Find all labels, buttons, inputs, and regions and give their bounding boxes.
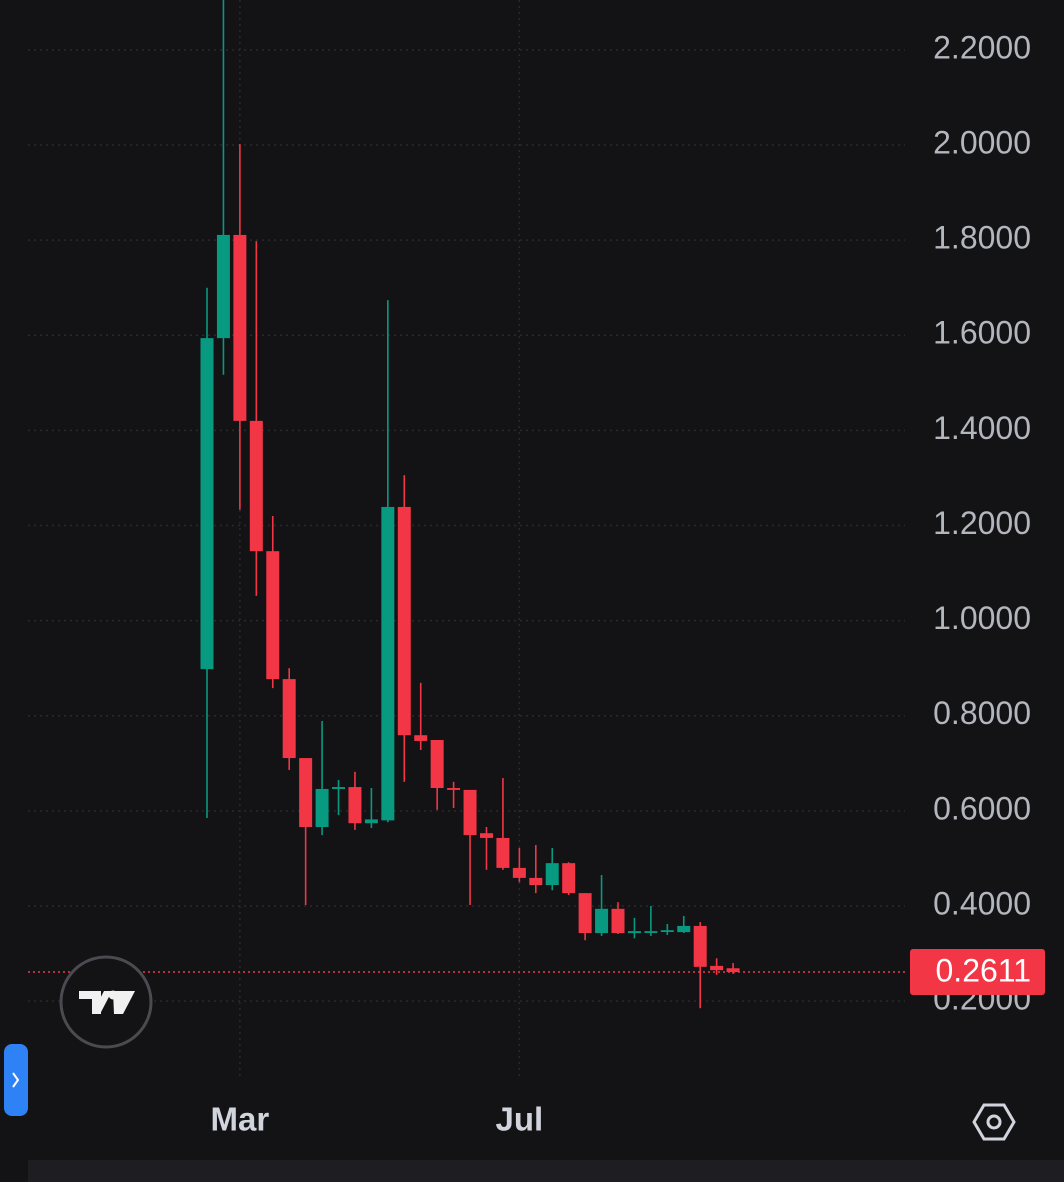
- candle-body: [414, 735, 428, 741]
- candle-body: [693, 925, 707, 967]
- x-tick-label: Mar: [211, 1101, 270, 1138]
- candle-body: [496, 837, 510, 868]
- candle-body: [315, 788, 329, 828]
- settings-center: [986, 1114, 1002, 1130]
- candle-body: [627, 931, 641, 934]
- candle-body: [512, 867, 526, 878]
- y-tick-label: 1.8000: [933, 220, 1031, 256]
- y-tick-label: 0.6000: [933, 790, 1031, 826]
- candle-body: [595, 908, 609, 934]
- candle-body: [479, 833, 493, 838]
- candle-body: [562, 863, 576, 894]
- candle-body: [200, 338, 214, 670]
- candle-body: [364, 819, 378, 824]
- last-price-box: [910, 949, 1045, 996]
- candle-body: [348, 787, 362, 824]
- y-tick-label: 1.6000: [933, 315, 1031, 351]
- candles: [28, 0, 905, 1009]
- last-price-label: 0.2611: [936, 952, 1032, 988]
- side-tab-arrow: [12, 1072, 20, 1088]
- candle-body: [397, 506, 411, 736]
- candle-body: [299, 758, 313, 828]
- candle-body: [332, 787, 346, 789]
- candle-body: [430, 739, 444, 789]
- y-tick-label: 2.2000: [933, 29, 1031, 65]
- x-tick-label: Jul: [496, 1101, 544, 1138]
- labels: 0.20000.40000.60000.80001.00001.20001.40…: [211, 29, 1045, 1138]
- candle-body: [381, 506, 395, 821]
- side-tab-button[interactable]: [4, 1044, 28, 1116]
- candle-body: [644, 931, 658, 933]
- logo[interactable]: [59, 955, 153, 1049]
- y-tick-label: 0.4000: [933, 885, 1031, 921]
- side-tab[interactable]: [4, 1044, 28, 1116]
- candle-body: [463, 789, 477, 836]
- candle-body: [249, 420, 263, 552]
- candle-body: [266, 551, 280, 680]
- candle-body: [545, 863, 559, 886]
- y-tick-label: 0.8000: [933, 695, 1031, 731]
- settings[interactable]: [972, 1103, 1016, 1141]
- settings-hexagon[interactable]: [972, 1103, 1016, 1141]
- candle-body: [660, 930, 674, 933]
- y-tick-label: 2.0000: [933, 125, 1031, 161]
- candle-body: [677, 925, 691, 933]
- candle-body: [216, 234, 230, 339]
- candle-body: [710, 965, 724, 971]
- candle-body: [611, 908, 625, 934]
- y-tick-label: 1.4000: [933, 410, 1031, 446]
- bottom-bar: [28, 1160, 1064, 1182]
- candle-body: [233, 234, 247, 421]
- y-tick-label: 1.2000: [933, 505, 1031, 541]
- candle-body: [578, 893, 592, 934]
- y-tick-label: 1.0000: [933, 600, 1031, 636]
- candle-body: [447, 788, 461, 790]
- candle-body: [726, 968, 740, 973]
- candle-body: [282, 679, 296, 759]
- logo-mark: [79, 991, 112, 1014]
- logo-mark-2: [113, 991, 135, 1014]
- candle-body: [529, 877, 543, 886]
